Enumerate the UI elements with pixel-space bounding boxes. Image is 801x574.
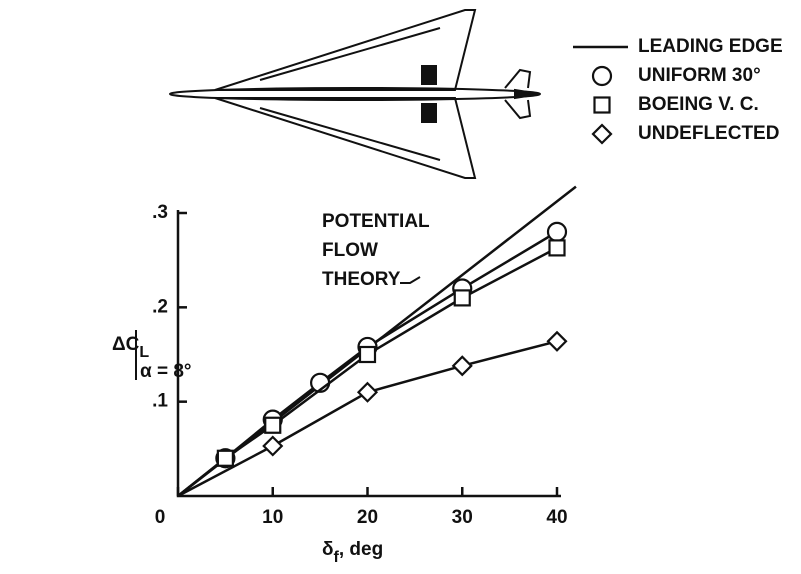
origin-segment — [177, 444, 274, 498]
label-part: f — [334, 549, 340, 566]
marker-square — [216, 449, 234, 467]
label-part: ΔC — [112, 334, 140, 355]
label-part: δ — [322, 539, 334, 560]
theory-leader — [400, 276, 421, 284]
x-tick-label: 30 — [452, 507, 473, 528]
legend-label: UNIFORM 30° — [638, 65, 761, 86]
y-tick-label: .3 — [152, 202, 168, 223]
series-line — [272, 340, 558, 448]
marker-circle — [546, 221, 568, 242]
theory-label: THEORY — [322, 269, 401, 290]
x-tick-label: 10 — [262, 507, 283, 528]
legend-label: UNDEFLECTED — [638, 123, 779, 144]
legend-label: BOEING V. C. — [638, 94, 759, 115]
marker-diamond — [591, 123, 613, 145]
marker-diamond — [451, 355, 473, 377]
x-axis-label: δf, deg — [322, 539, 383, 566]
y-tick-label: .2 — [152, 296, 168, 317]
y-axis-label-cond: α = 8° — [140, 361, 192, 382]
marker-diamond — [262, 435, 284, 457]
marker-circle — [591, 65, 613, 87]
label-part: , deg — [339, 539, 383, 560]
label-part: α = 8° — [140, 361, 192, 382]
marker-diamond — [356, 381, 379, 403]
marker-square — [593, 96, 611, 114]
marker-diamond — [546, 330, 568, 352]
x-tick-label: 40 — [546, 507, 567, 528]
theory-label: FLOW — [322, 240, 378, 261]
theory-label: POTENTIAL — [322, 211, 430, 232]
marker-square — [548, 239, 566, 257]
label-part: L — [139, 344, 149, 361]
marker-square — [453, 289, 471, 307]
marker-square — [358, 345, 377, 364]
y-tick-label: .1 — [152, 391, 168, 412]
y-axis-label: ΔCL — [112, 334, 149, 361]
aircraft-planform — [169, 9, 541, 179]
x-tick-label: 20 — [357, 507, 378, 528]
x-tick-label: 0 — [155, 507, 166, 528]
legend-label: LEADING EDGE — [638, 36, 783, 57]
marker-square — [264, 416, 282, 434]
